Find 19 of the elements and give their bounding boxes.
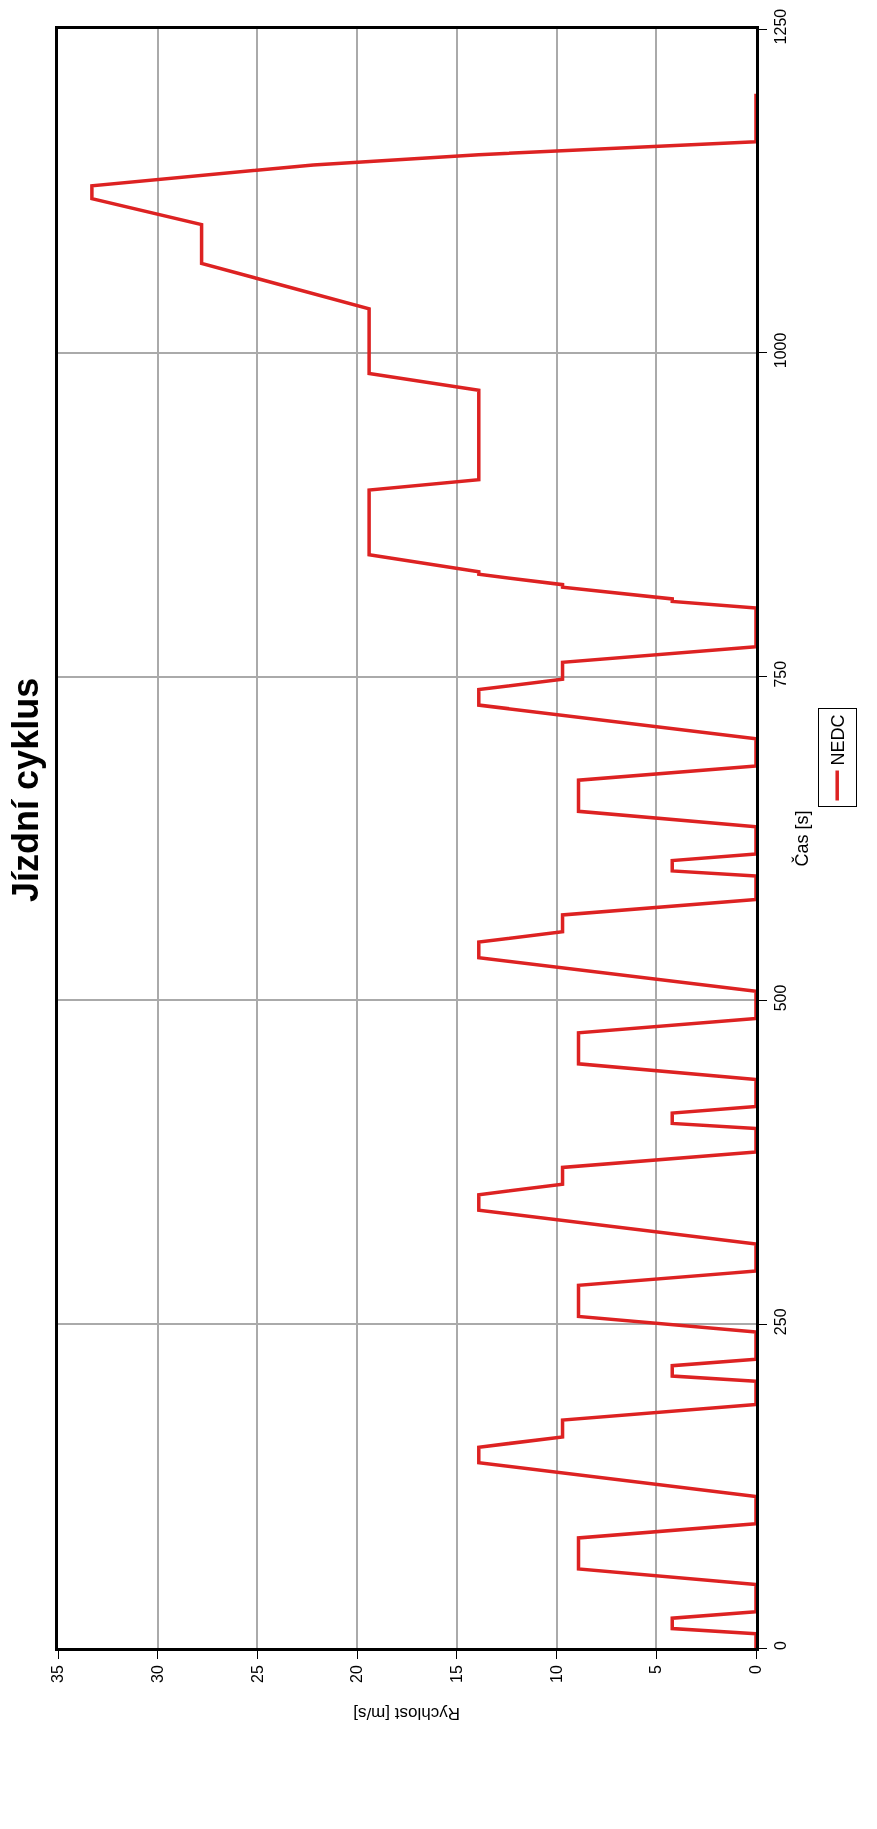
x-tick-label: 5 — [647, 1665, 665, 1675]
x-tick-label: 10 — [547, 1665, 565, 1683]
x-tick-label: 25 — [248, 1665, 266, 1683]
text: Jízdní cyklus — [5, 677, 47, 902]
x-tick-label: 20 — [348, 1665, 366, 1683]
text: NEDC — [828, 714, 849, 766]
line-series — [90, 92, 756, 1648]
x-tick-label: 35 — [49, 1665, 67, 1683]
y-tick-label: 750 — [771, 660, 789, 688]
x-axis-title: Rychlost [m/s] — [353, 1704, 460, 1723]
x-tick-label: 0 — [747, 1665, 765, 1675]
y-tick-label: 1250 — [771, 8, 789, 45]
x-tick-label: 30 — [148, 1665, 166, 1683]
y-tick-label: 500 — [771, 984, 789, 1012]
y-tick-label: 1000 — [771, 332, 789, 369]
x-tick-label: 15 — [448, 1665, 466, 1683]
y-tick-label: 0 — [771, 1641, 789, 1651]
y-axis-title: Čas [s] — [791, 810, 813, 867]
y-tick-label: 250 — [771, 1308, 789, 1336]
